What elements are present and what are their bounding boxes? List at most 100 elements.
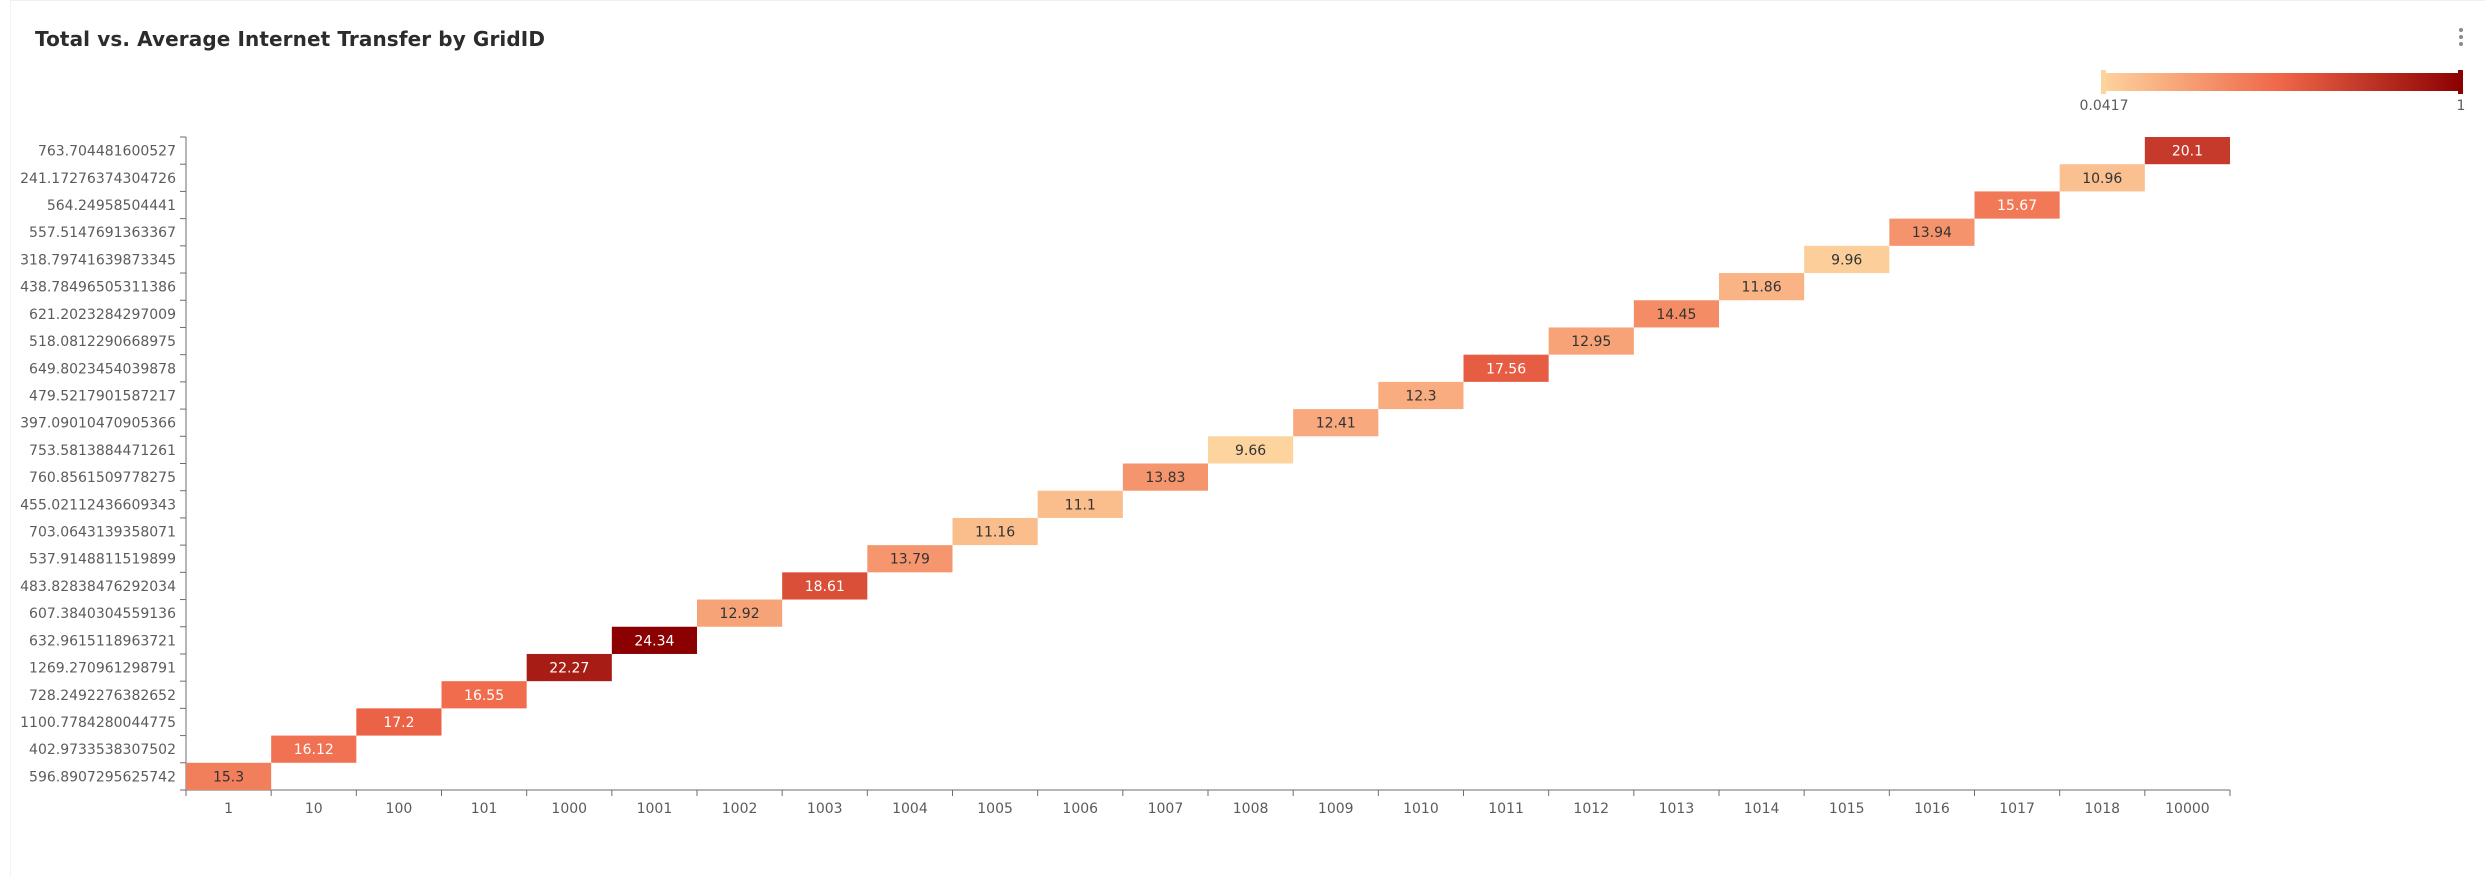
heatmap-cell[interactable] — [782, 572, 868, 600]
y-tick-label: 596.8907295625742 — [29, 769, 176, 785]
color-legend-max-handle[interactable] — [2458, 70, 2463, 94]
vertical-ellipsis-icon[interactable] — [2455, 28, 2467, 52]
x-tick-label: 1001 — [637, 801, 673, 817]
heatmap-cell-label: 13.83 — [1145, 470, 1185, 486]
heatmap-cell[interactable] — [1974, 191, 2060, 219]
y-tick-label: 607.3840304559136 — [29, 606, 176, 622]
x-tick-label: 1003 — [807, 801, 843, 817]
y-tick-label: 763.704481600527 — [38, 144, 176, 160]
heatmap-cell[interactable] — [271, 735, 357, 763]
heatmap-cell-label: 17.2 — [383, 715, 414, 731]
heatmap-cell[interactable] — [1293, 409, 1379, 437]
heatmap-cell[interactable] — [952, 517, 1038, 546]
y-tick-label: 402.9733538307502 — [29, 742, 176, 758]
heatmap-cell[interactable] — [441, 681, 527, 709]
heatmap-cell-label: 9.66 — [1235, 443, 1266, 459]
heatmap-cell-label: 11.16 — [975, 525, 1015, 541]
chart-title: Total vs. Average Internet Transfer by G… — [35, 27, 546, 51]
x-tick-label: 1006 — [1062, 801, 1098, 817]
heatmap-cell-label: 15.3 — [213, 769, 244, 785]
heatmap-cell-label: 12.3 — [1405, 388, 1436, 404]
x-tick-label: 1012 — [1573, 801, 1609, 817]
heatmap-cell-label: 18.61 — [805, 579, 845, 595]
y-tick-label: 438.78496505311386 — [20, 280, 176, 296]
x-tick-label: 1015 — [1829, 801, 1865, 817]
heatmap-cell-label: 12.92 — [720, 606, 760, 622]
y-tick-label: 397.09010470905366 — [20, 416, 176, 432]
heatmap-cell-label: 22.27 — [549, 661, 589, 677]
x-tick-label: 1004 — [892, 801, 928, 817]
heatmap-cell-label: 12.95 — [1571, 334, 1611, 350]
y-tick-label: 564.24958504441 — [47, 198, 176, 214]
color-legend-max-label: 1 — [2457, 98, 2466, 114]
y-tick-label: 241.17276374304726 — [20, 171, 176, 187]
y-tick-label: 318.79741639873345 — [20, 252, 176, 268]
heatmap-cell[interactable] — [1633, 300, 1719, 328]
y-tick-label: 1100.7784280044775 — [20, 715, 176, 731]
x-tick-label: 1009 — [1318, 801, 1354, 817]
x-tick-label: 101 — [471, 801, 498, 817]
y-tick-label: 728.2492276382652 — [29, 688, 176, 704]
heatmap-cell-label: 14.45 — [1656, 307, 1696, 323]
y-tick-label: 537.9148811519899 — [29, 552, 176, 568]
x-tick-label: 1010 — [1403, 801, 1439, 817]
heatmap-cell-label: 13.94 — [1912, 225, 1952, 241]
heatmap-cell-label: 10.96 — [2082, 171, 2122, 187]
heatmap-cell-label: 15.67 — [1997, 198, 2037, 214]
heatmap-cell[interactable] — [1208, 436, 1294, 464]
color-legend-bar — [2101, 73, 2463, 91]
y-tick-label: 632.9615118963721 — [29, 633, 176, 649]
heatmap-cell[interactable] — [697, 599, 783, 627]
y-tick-label: 557.5147691363367 — [29, 225, 176, 241]
x-tick-label: 1007 — [1148, 801, 1184, 817]
heatmap-cell[interactable] — [1463, 354, 1549, 382]
heatmap-cell[interactable] — [1122, 463, 1208, 491]
heatmap-cell[interactable] — [1378, 381, 1464, 410]
heatmap-cell-label: 24.34 — [634, 633, 674, 649]
heatmap-cell[interactable] — [2144, 137, 2230, 165]
heatmap-cell[interactable] — [1037, 490, 1123, 518]
heatmap-cell-label: 11.1 — [1065, 497, 1096, 513]
heatmap-cell[interactable] — [186, 762, 272, 790]
heatmap-cell[interactable] — [867, 545, 953, 573]
heatmap-cell[interactable] — [2059, 164, 2145, 192]
y-tick-label: 753.5813884471261 — [29, 443, 176, 459]
y-tick-label: 1269.270961298791 — [29, 661, 176, 677]
heatmap-cell[interactable] — [611, 626, 697, 654]
heatmap-cell-label: 12.41 — [1316, 416, 1356, 432]
heatmap-cell[interactable] — [356, 708, 442, 736]
x-tick-label: 10 — [305, 801, 323, 817]
y-tick-label: 518.0812290668975 — [29, 334, 176, 350]
y-tick-label: 760.8561509778275 — [29, 470, 176, 486]
heatmap-cell-label: 11.86 — [1742, 280, 1782, 296]
y-tick-label: 649.8023454039878 — [29, 361, 176, 377]
x-tick-label: 1000 — [551, 801, 587, 817]
color-legend-min-label: 0.0417 — [2080, 98, 2129, 114]
heatmap-cell-label: 13.79 — [890, 552, 930, 568]
x-tick-label: 1008 — [1233, 801, 1269, 817]
heatmap-cell-label: 16.55 — [464, 688, 504, 704]
heatmap-cell-label: 17.56 — [1486, 361, 1526, 377]
y-tick-label: 479.5217901587217 — [29, 388, 176, 404]
heatmap-cells: 15.3 16.12 17.2 16.55 22.27 24.34 12.92 18.61 13… — [186, 137, 2230, 790]
x-tick-label: 1011 — [1488, 801, 1524, 817]
heatmap-cell[interactable] — [1719, 273, 1805, 301]
y-tick-label: 621.2023284297009 — [29, 307, 176, 323]
heatmap-cell[interactable] — [1804, 245, 1890, 274]
heatmap-cell[interactable] — [1889, 218, 1975, 246]
y-tick-label: 455.02112436609343 — [20, 497, 176, 513]
x-tick-label: 10000 — [2165, 801, 2210, 817]
heatmap-cell-label: 20.1 — [2172, 144, 2203, 160]
y-tick-label: 483.82838476292034 — [20, 579, 176, 595]
color-legend-min-handle[interactable] — [2101, 70, 2106, 94]
x-tick-label: 1018 — [2084, 801, 2120, 817]
x-tick-label: 1 — [224, 801, 233, 817]
x-tick-label: 1002 — [722, 801, 758, 817]
x-tick-label: 1017 — [1999, 801, 2035, 817]
heatmap-cell[interactable] — [526, 653, 612, 682]
x-tick-label: 1005 — [977, 801, 1013, 817]
x-tick-label: 1013 — [1659, 801, 1695, 817]
heatmap-cell-label: 9.96 — [1831, 252, 1862, 268]
heatmap-cell[interactable] — [1548, 327, 1634, 355]
